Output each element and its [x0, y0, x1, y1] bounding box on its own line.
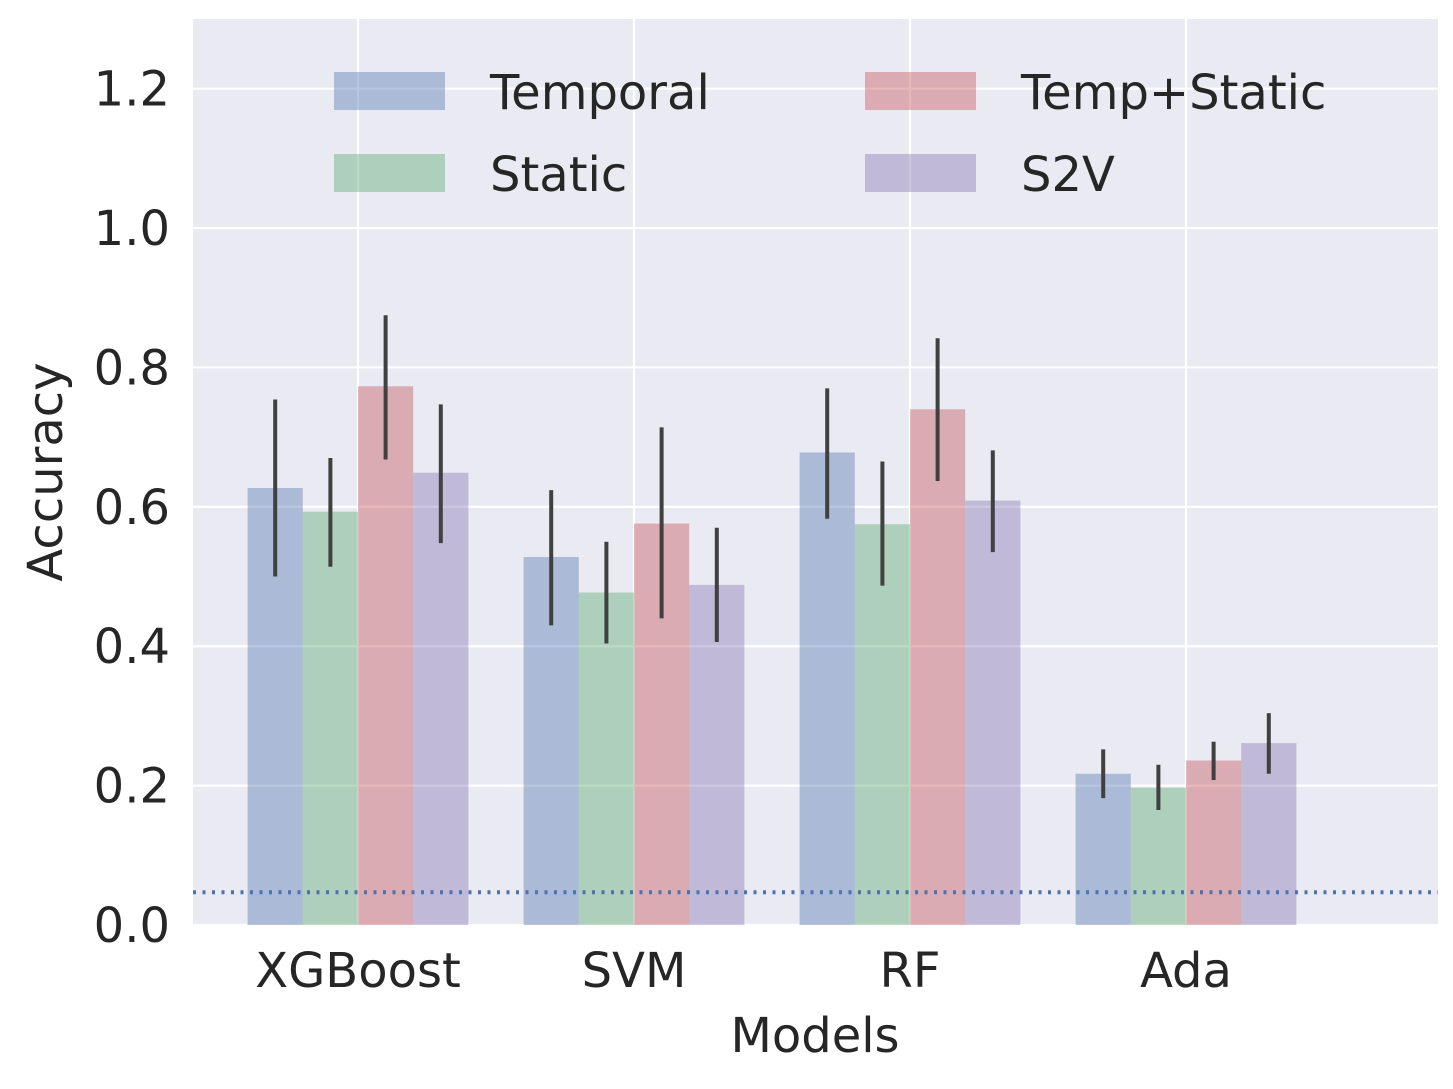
bar-temp-static: [910, 409, 966, 925]
x-tick-label: XGBoost: [255, 943, 461, 999]
bar-temporal: [1075, 773, 1131, 925]
legend-label-temporal: Temporal: [489, 65, 710, 121]
legend-swatch-temporal: [334, 72, 445, 110]
x-tick-labels: XGBoost SVM RF Ada: [255, 943, 1232, 999]
legend-label-temp-static: Temp+Static: [1020, 65, 1326, 121]
x-axis-label: Models: [730, 1008, 899, 1064]
y-tick-label: 0.6: [94, 480, 170, 536]
legend-swatch-s2v: [865, 154, 976, 192]
bar-static: [578, 592, 634, 925]
y-tick-label: 0.0: [94, 898, 170, 954]
bar-static: [1130, 787, 1186, 925]
x-tick-label: Ada: [1140, 943, 1232, 999]
x-tick-label: RF: [880, 943, 941, 999]
legend-swatch-static: [334, 154, 445, 192]
legend-swatch-temp-static: [865, 72, 976, 110]
y-tick-label: 0.8: [94, 340, 170, 396]
bar-static: [302, 511, 358, 925]
bar-temp-static: [358, 386, 414, 926]
y-tick-label: 0.4: [94, 619, 170, 675]
y-tick-label: 1.0: [94, 201, 170, 257]
plot-background: [193, 19, 1438, 925]
y-tick-label: 1.2: [94, 62, 170, 118]
legend-label-static: Static: [490, 147, 627, 203]
y-axis-label: Accuracy: [18, 362, 74, 581]
legend: Temporal Static Temp+Static S2V: [334, 65, 1326, 203]
bar-s2v: [965, 500, 1021, 925]
error-bars: [273, 315, 1271, 811]
y-tick-labels: 0.0 0.2 0.4 0.6 0.8 1.0 1.2: [94, 62, 170, 954]
y-tick-label: 0.2: [94, 759, 170, 815]
x-tick-label: SVM: [582, 943, 687, 999]
bar-temporal: [799, 452, 855, 925]
bar-s2v: [413, 472, 469, 925]
bar-temp-static: [1186, 760, 1242, 925]
grid: [193, 19, 1438, 927]
bar-static: [854, 524, 910, 925]
legend-label-s2v: S2V: [1021, 147, 1115, 203]
